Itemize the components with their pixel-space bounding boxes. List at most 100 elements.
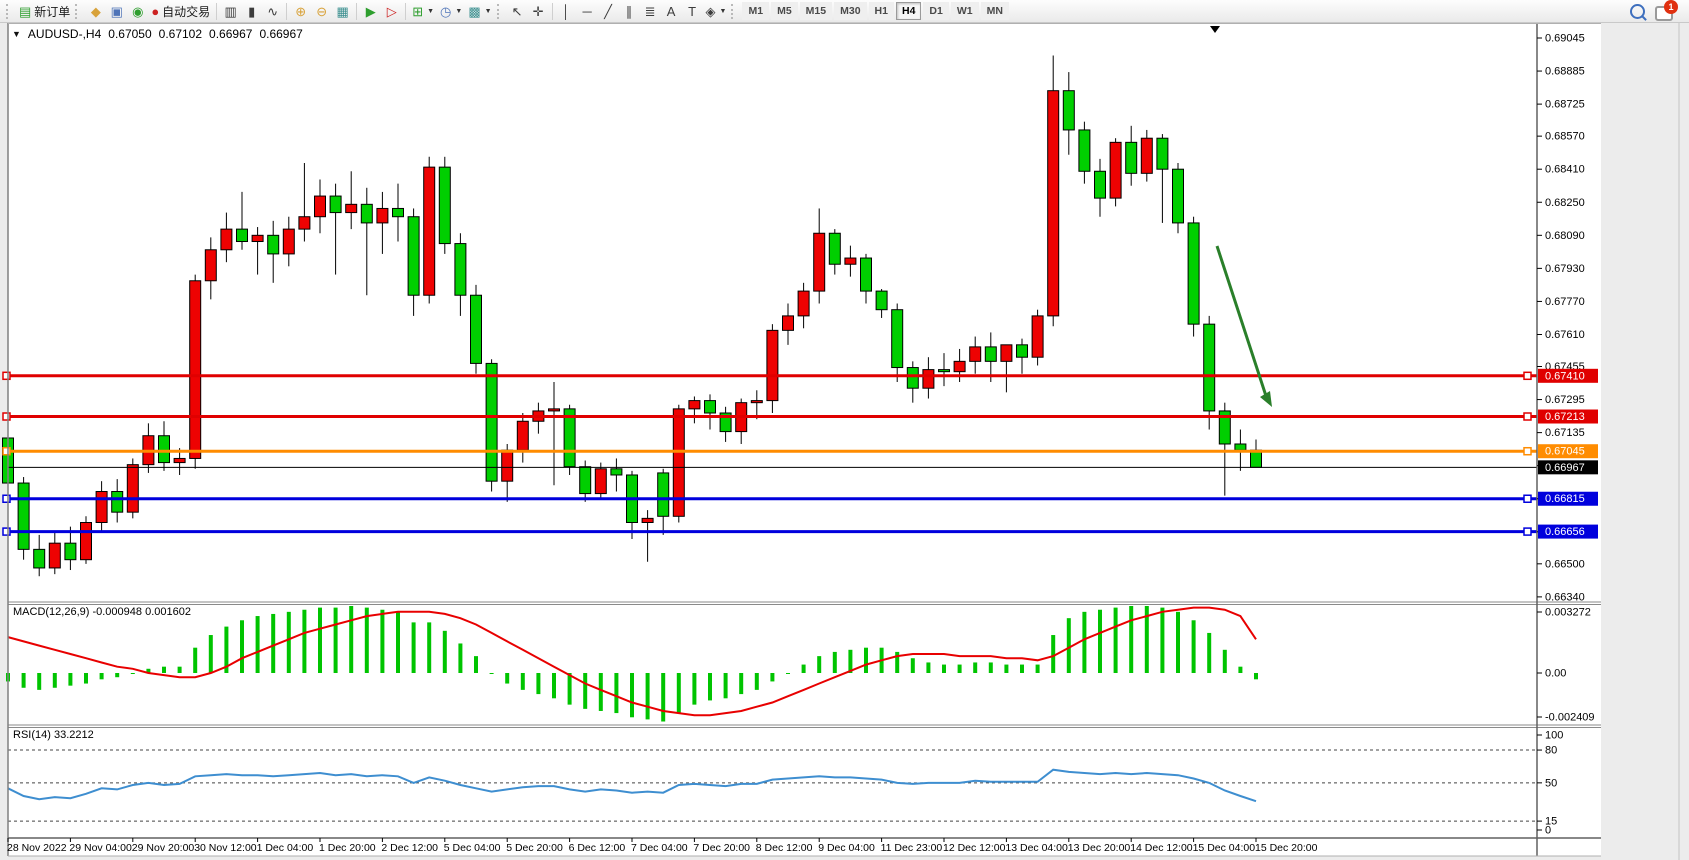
svg-text:8 Dec 12:00: 8 Dec 12:00 (756, 842, 813, 854)
indicators-button[interactable]: ⊞ ▼ (409, 1, 437, 21)
arrows-tool-button[interactable]: ◈ ▼ (703, 1, 730, 21)
svg-text:0.67770: 0.67770 (1545, 296, 1585, 308)
svg-text:0.67295: 0.67295 (1545, 394, 1585, 406)
templates-button[interactable]: ▩ ▼ (465, 1, 494, 21)
autotrade-button[interactable]: ● 自动交易 (148, 1, 213, 21)
chat-button[interactable]: 1 (1655, 0, 1678, 21)
chart-header: ▼ AUDUSD-,H4 0.67050 0.67102 0.66967 0.6… (12, 27, 303, 41)
cursor-icon: ↖ (511, 3, 523, 19)
timeframe-m5-button[interactable]: M5 (771, 2, 798, 20)
svg-text:-0.002409: -0.002409 (1545, 712, 1595, 724)
svg-text:11 Dec 23:00: 11 Dec 23:00 (881, 842, 943, 854)
text-icon: A (666, 3, 676, 19)
svg-text:13 Dec 20:00: 13 Dec 20:00 (1068, 842, 1131, 854)
svg-text:50: 50 (1545, 777, 1557, 789)
svg-text:12 Dec 12:00: 12 Dec 12:00 (943, 842, 1006, 854)
trendline-tool-button[interactable]: ╱ (598, 1, 619, 21)
svg-text:0.69045: 0.69045 (1545, 33, 1585, 45)
svg-text:0.68725: 0.68725 (1545, 99, 1585, 111)
svg-text:0.68570: 0.68570 (1545, 131, 1585, 143)
zoom-out-button[interactable]: ⊖ (311, 1, 332, 21)
fibonacci-tool-button[interactable]: ≣ (640, 1, 661, 21)
timeframe-d1-button[interactable]: D1 (923, 2, 949, 20)
candlestick-icon: ▮ (248, 3, 256, 19)
templates-icon: ▩ (468, 3, 481, 19)
clock-icon: ◷ (440, 3, 452, 19)
svg-text:0.66340: 0.66340 (1545, 591, 1585, 603)
svg-text:29 Nov 20:00: 29 Nov 20:00 (132, 842, 195, 854)
symbols-button[interactable]: ◆ (85, 1, 106, 21)
svg-text:1 Dec 20:00: 1 Dec 20:00 (319, 842, 376, 854)
periods-button[interactable]: ◷ ▼ (437, 1, 465, 21)
text-tool-button[interactable]: A (661, 1, 682, 21)
ohlc-low: 0.66967 (209, 27, 253, 41)
svg-text:0.66815: 0.66815 (1545, 493, 1585, 505)
zoom-in-button[interactable]: ⊕ (290, 1, 311, 21)
timeframe-mn-button[interactable]: MN (980, 2, 1009, 20)
signals-button[interactable]: ◉ (127, 1, 148, 21)
toolbar: ▤ 新订单 ◆ ▣ ◉ ● 自动交易 ▥ ▮ ∿ ⊕ ⊖ ▦ ▶ ▷ ⊞ ▼ ◷ ▼… (0, 0, 1689, 23)
timeframe-w1-button[interactable]: W1 (950, 2, 979, 20)
crosshair-tool-button[interactable]: ✛ (528, 1, 549, 21)
timeframe-h1-button[interactable]: H1 (868, 2, 894, 20)
svg-text:30 Nov 12:00: 30 Nov 12:00 (194, 842, 257, 854)
data-window-icon: ▣ (110, 3, 123, 19)
data-window-button[interactable]: ▣ (106, 1, 127, 21)
rsi-indicator-label: RSI(14) 33.2212 (13, 729, 94, 741)
macd-indicator-label: MACD(12,26,9) -0.000948 0.001602 (13, 606, 191, 618)
chart-bars-button[interactable]: ▥ (220, 1, 241, 21)
new-order-icon: ▤ (19, 3, 32, 19)
svg-text:15 Dec 20:00: 15 Dec 20:00 (1255, 842, 1318, 854)
zoom-in-icon: ⊕ (295, 3, 307, 19)
svg-text:7 Dec 20:00: 7 Dec 20:00 (693, 842, 750, 854)
autotrade-label: 自动交易 (162, 4, 211, 19)
toolbar-separator (405, 2, 407, 20)
svg-text:100: 100 (1545, 730, 1563, 742)
svg-text:0.00: 0.00 (1545, 668, 1566, 680)
chart-shift-button[interactable]: ▷ (381, 1, 402, 21)
text-label-tool-button[interactable]: T (682, 1, 703, 21)
tile-windows-button[interactable]: ▦ (332, 1, 353, 21)
new-order-button[interactable]: ▤ 新订单 (16, 1, 73, 21)
svg-text:5 Dec 20:00: 5 Dec 20:00 (506, 842, 563, 854)
toolbar-grip[interactable] (496, 3, 503, 19)
svg-text:0.67213: 0.67213 (1545, 411, 1585, 423)
timeframe-m30-button[interactable]: M30 (834, 2, 867, 20)
chart-candles-button[interactable]: ▮ (241, 1, 262, 21)
ohlc-open: 0.67050 (108, 27, 152, 41)
timeframe-m15-button[interactable]: M15 (799, 2, 833, 20)
channel-tool-button[interactable]: ∥ (619, 1, 640, 21)
svg-text:0.67045: 0.67045 (1545, 446, 1585, 458)
search-icon[interactable] (1630, 3, 1645, 19)
toolbar-grip[interactable] (731, 3, 737, 19)
svg-text:1 Dec 04:00: 1 Dec 04:00 (257, 842, 314, 854)
chevron-down-icon: ▼ (484, 7, 492, 15)
toolbar-grip[interactable] (75, 3, 81, 19)
horizontal-line-tool-button[interactable]: ─ (577, 1, 598, 21)
svg-text:0.003272: 0.003272 (1545, 607, 1591, 619)
vertical-line-tool-button[interactable]: │ (556, 1, 577, 21)
svg-text:0.68090: 0.68090 (1545, 230, 1585, 242)
chart-line-button[interactable]: ∿ (262, 1, 283, 21)
autotrade-icon: ● (151, 3, 160, 19)
svg-text:7 Dec 04:00: 7 Dec 04:00 (631, 842, 688, 854)
toolbar-separator (286, 2, 288, 20)
notification-badge: 1 (1664, 0, 1678, 14)
symbol-title: AUDUSD-,H4 (27, 27, 102, 41)
svg-text:28 Nov 2022: 28 Nov 2022 (7, 842, 67, 854)
channel-icon: ∥ (625, 3, 633, 19)
bar-chart-icon: ▥ (224, 3, 237, 19)
collapse-icon[interactable]: ▼ (12, 29, 21, 39)
ohlc-high: 0.67102 (158, 27, 203, 41)
cursor-tool-button[interactable]: ↖ (507, 1, 528, 21)
vertical-line-icon: │ (561, 3, 571, 19)
svg-text:6 Dec 12:00: 6 Dec 12:00 (569, 842, 626, 854)
timeframe-h4-button[interactable]: H4 (895, 2, 922, 20)
svg-text:0.67410: 0.67410 (1545, 370, 1585, 382)
toolbar-grip[interactable] (6, 3, 12, 19)
auto-scroll-button[interactable]: ▶ (360, 1, 381, 21)
chevron-down-icon: ▼ (719, 7, 727, 15)
timeframe-m1-button[interactable]: M1 (742, 2, 770, 20)
horizontal-line-icon: ─ (582, 3, 592, 19)
